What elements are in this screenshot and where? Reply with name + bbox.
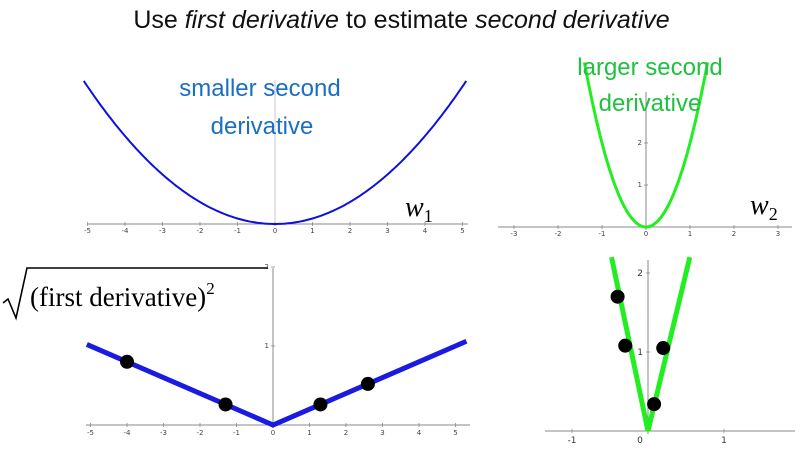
w2-x-tick-label: 0: [644, 230, 648, 238]
w1-label-line2: derivative: [211, 113, 314, 140]
title-prefix: Use: [133, 6, 185, 34]
w2-y-tick-label: 2: [638, 139, 642, 147]
w1-grad-x-tick-label: 1: [307, 429, 311, 437]
w2-ticks: -3 -2 -1 0 1 2 3 1 2: [511, 139, 781, 238]
w2-gradient-abs-line: [609, 256, 693, 432]
w1-gradient-point: [120, 354, 134, 369]
w1-loss-panel: -5 -4 -3 -2 -1 0 1 2 3 4 5 smaller second derivati…: [82, 75, 468, 235]
w1-x-tick-label: 0: [273, 227, 277, 235]
formula-text: (first derivative)2: [30, 279, 215, 312]
w2-grad-y-tick-label: 1: [637, 348, 643, 358]
w1-grad-x-tick-label: -3: [160, 429, 167, 437]
w1-grad-x-tick-label: 4: [417, 429, 422, 437]
w1-grad-x-tick-label: -4: [124, 429, 132, 437]
sqrt-radical-sign: [2, 267, 268, 321]
w1-x-tick-label: -3: [159, 227, 166, 235]
w1-grad-x-tick-label: -1: [233, 429, 240, 437]
w1-x-tick-label: 4: [423, 227, 428, 235]
w2-gradient-point: [610, 289, 625, 304]
w1-symbol: w1: [405, 192, 433, 226]
w1-gradient-point: [360, 376, 375, 391]
w1-grad-y-tick-label: 2: [265, 263, 269, 271]
w1-grad-x-tick-label: 0: [271, 429, 275, 437]
w2-gradient-point: [656, 341, 671, 356]
w1-gradient-point: [218, 397, 233, 412]
w1-grad-x-tick-label: 3: [380, 429, 384, 437]
w1-grad-x-tick-label: -2: [197, 429, 204, 437]
w1-x-tick-label: 5: [460, 227, 464, 235]
w2-loss-panel: -3 -2 -1 0 1 2 3 1 2 larger second derivative w2: [498, 54, 792, 238]
w2-parabola-curve: [582, 62, 710, 229]
w2-gradient-panel: -1 0 1 1 2: [545, 256, 795, 446]
w2-x-tick-label: 1: [688, 230, 692, 238]
title-first-derivative: first derivative: [184, 6, 339, 34]
w2-grad-x-tick-label: 0: [637, 436, 643, 446]
w2-x-tick-label: -1: [599, 230, 606, 238]
w2-x-tick-label: -3: [511, 230, 518, 238]
w2-label-line2: derivative: [599, 90, 702, 117]
title-second-derivative: second derivative: [475, 6, 670, 34]
w1-gradient-points: [120, 354, 375, 412]
slide-title: Use first derivative to estimate second …: [0, 6, 803, 35]
w2-grad-x-tick-label: -1: [568, 436, 577, 446]
w2-gradient-point: [618, 338, 633, 353]
w1-x-tick-label: 3: [385, 227, 389, 235]
w2-grad-ticks: -1 0 1 1 2: [568, 269, 727, 446]
w1-grad-x-tick-label: 5: [453, 429, 457, 437]
w1-x-tick-label: -4: [122, 227, 130, 235]
w1-parabola-curve: [82, 80, 468, 225]
w2-grad-x-tick-label: 1: [721, 436, 727, 446]
w1-grad-y-tick-label: 1: [265, 342, 269, 350]
w2-x-tick-label: 2: [732, 230, 736, 238]
w2-x-tick-label: 3: [776, 230, 780, 238]
w1-gradient-point: [313, 397, 328, 412]
w2-label-line1: larger second: [577, 54, 722, 81]
w2-y-tick-label: 1: [638, 181, 642, 189]
w2-grad-y-tick-label: 2: [637, 269, 643, 279]
w1-grad-x-tick-label: 2: [344, 429, 348, 437]
w1-x-tick-label: -1: [234, 227, 241, 235]
w1-grad-ticks: -5 -4 -3 -2 -1 0 1 2 3 4 5 1 2: [87, 263, 458, 437]
w2-x-tick-label: -2: [555, 230, 562, 238]
w1-gradient-panel: -5 -4 -3 -2 -1 0 1 2 3 4 5 1 2: [85, 263, 470, 437]
w1-x-ticks: -5 -4 -3 -2 -1 0 1 2 3 4 5: [84, 222, 465, 235]
w1-gradient-abs-line: [85, 338, 468, 428]
w1-x-tick-label: 2: [348, 227, 352, 235]
rms-formula: (first derivative)2: [2, 267, 268, 321]
title-middle: to estimate: [338, 6, 476, 34]
w2-symbol: w2: [750, 190, 778, 224]
w1-x-tick-label: 1: [310, 227, 314, 235]
w2-gradient-points: [610, 289, 671, 412]
w1-grad-x-tick-label: -5: [87, 429, 94, 437]
w2-gradient-point: [647, 397, 662, 412]
w1-x-tick-label: -2: [197, 227, 204, 235]
w1-label-line1: smaller second: [179, 75, 340, 102]
w1-x-tick-label: -5: [84, 227, 91, 235]
